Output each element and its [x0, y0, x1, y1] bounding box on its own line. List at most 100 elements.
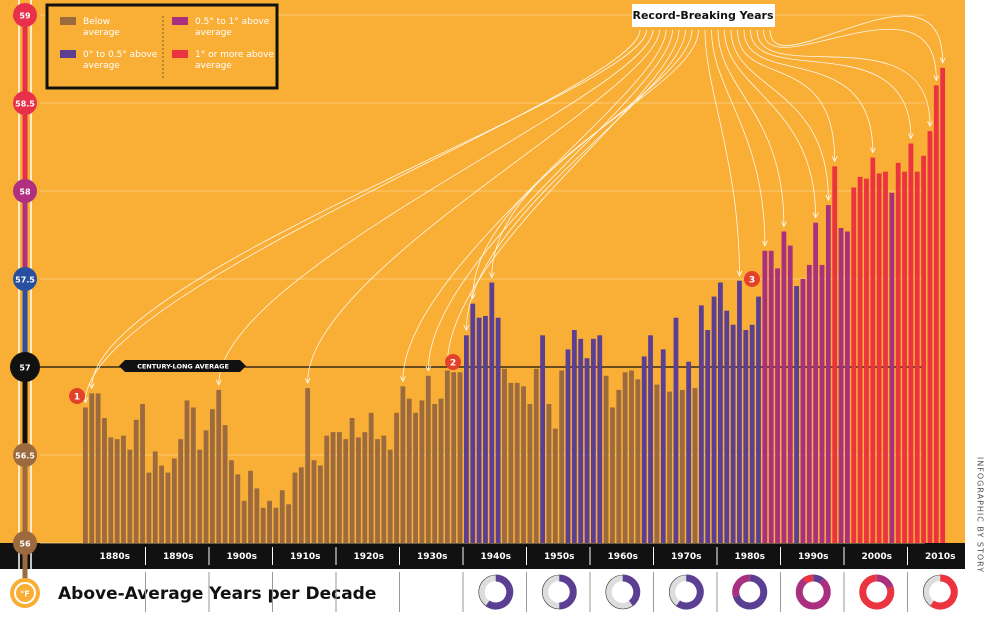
legend-swatch	[60, 50, 76, 58]
decade-label: 2000s	[862, 552, 892, 562]
record-arrow	[756, 29, 931, 126]
bar	[591, 338, 596, 543]
bar	[838, 227, 844, 543]
donut-arc	[622, 574, 641, 607]
marker-label: 3	[749, 276, 755, 286]
bar	[203, 430, 209, 543]
decade-label: 1890s	[163, 552, 193, 562]
bar	[673, 317, 679, 543]
bar	[368, 412, 374, 543]
bar	[495, 317, 501, 543]
bar	[546, 403, 552, 543]
bar	[775, 268, 780, 543]
marker	[744, 271, 760, 287]
y-tick-label: 58.5	[15, 100, 35, 109]
record-arrow	[427, 29, 673, 370]
record-arrowhead	[812, 212, 819, 219]
decade-label: 2010s	[925, 552, 955, 562]
bar	[108, 437, 114, 543]
bar	[521, 386, 526, 543]
record-arrow	[724, 29, 817, 217]
bar	[540, 335, 545, 543]
decade-label: 1970s	[671, 552, 701, 562]
average-label: CENTURY-LONG AVERAGE	[137, 363, 229, 371]
decade-band	[0, 543, 965, 569]
donut-arc	[929, 574, 958, 610]
record-arrow	[85, 29, 641, 402]
bar	[413, 412, 418, 543]
y-tick-label: 58	[19, 188, 31, 197]
bar	[489, 282, 495, 543]
bar	[127, 449, 133, 543]
legend-label: 0° to 0.5° above average	[83, 50, 158, 71]
bar	[121, 435, 126, 543]
record-arrowhead	[88, 383, 95, 390]
bar	[483, 315, 488, 543]
decade-labels: 1880s 1890s 1900s 1910s 1920s 1930s 1940s 1950s…	[100, 547, 955, 612]
bar	[470, 303, 476, 543]
bar	[457, 372, 463, 543]
bar	[610, 407, 615, 543]
bar	[762, 250, 768, 543]
bar	[603, 375, 609, 543]
record-arrow	[743, 29, 874, 152]
bar	[381, 435, 387, 543]
record-arrow	[472, 29, 693, 298]
legend-swatch	[172, 17, 188, 25]
bar	[654, 384, 660, 543]
bar	[813, 222, 819, 543]
bar	[552, 428, 558, 543]
record-arrow	[704, 29, 740, 275]
y-tick-label: 57.5	[15, 276, 35, 285]
bar	[222, 425, 228, 543]
bar	[629, 370, 634, 543]
bar	[787, 245, 793, 543]
record-arrowhead	[425, 365, 432, 372]
chart-title: Above-Average Years per Decade	[58, 584, 376, 604]
y-tick	[13, 91, 37, 115]
unit-ring	[14, 582, 36, 604]
bar	[184, 400, 190, 543]
donut-arc	[795, 577, 831, 610]
bar	[311, 460, 317, 543]
y-tick	[13, 443, 37, 467]
bar	[737, 280, 742, 543]
bar	[292, 472, 298, 543]
record-label-box	[632, 4, 775, 27]
bar	[679, 389, 685, 543]
bar	[343, 439, 349, 543]
record-arrowhead	[781, 221, 787, 228]
legend-label: 0.5° to 1° above average	[195, 17, 270, 38]
bar	[267, 500, 272, 543]
bar	[832, 166, 838, 544]
bar	[597, 335, 603, 543]
bar	[114, 439, 120, 543]
donut-arc	[733, 574, 768, 610]
record-arrowhead	[488, 272, 495, 279]
decade-label: 1930s	[417, 552, 447, 562]
record-arrow	[769, 15, 944, 62]
bar	[324, 435, 330, 543]
bar	[279, 490, 285, 543]
bar	[889, 192, 895, 543]
record-arrowhead	[939, 57, 946, 64]
record-arrowhead	[761, 240, 768, 247]
bar	[845, 231, 850, 544]
bar	[140, 403, 145, 543]
bar	[743, 330, 749, 543]
bar	[229, 460, 234, 543]
donut-arc	[558, 574, 577, 610]
legend: Below average 0° to 0.5° above average 0.5° …	[60, 17, 274, 71]
average-label-box	[119, 360, 246, 372]
marker-label: 1	[74, 393, 80, 403]
bar	[902, 171, 907, 543]
bar	[800, 279, 806, 543]
y-tick	[13, 531, 37, 555]
bar	[95, 393, 101, 543]
bar	[635, 379, 641, 543]
decade-label: 1950s	[544, 552, 574, 562]
record-arrow	[307, 29, 660, 383]
bar	[83, 407, 88, 543]
record-arrowhead	[736, 270, 743, 277]
